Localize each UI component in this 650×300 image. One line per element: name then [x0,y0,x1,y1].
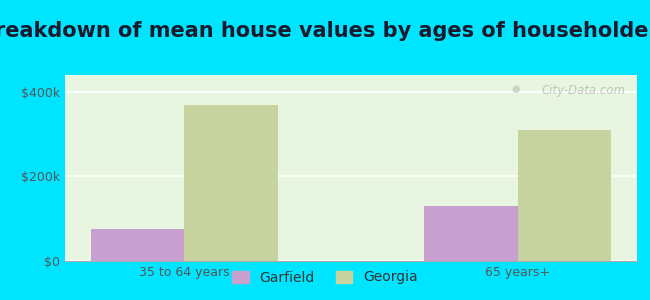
Text: Breakdown of mean house values by ages of householders: Breakdown of mean house values by ages o… [0,21,650,41]
Bar [91,229,185,261]
Bar [424,206,517,261]
Text: ●: ● [512,84,520,94]
Bar [517,130,611,261]
Bar [185,105,278,261]
Text: City-Data.com: City-Data.com [541,84,625,97]
Legend: Garfield, Georgia: Garfield, Georgia [226,265,424,290]
